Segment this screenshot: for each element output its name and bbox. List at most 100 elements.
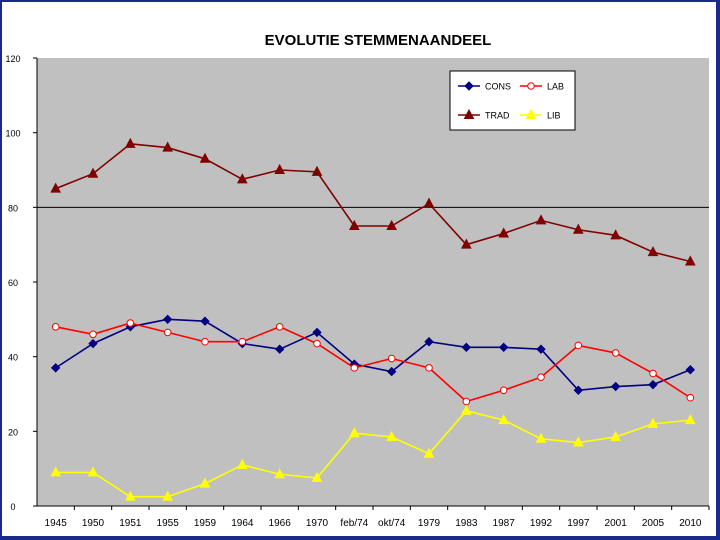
y-tick-label: 120 bbox=[5, 54, 20, 64]
data-point-cons bbox=[424, 337, 434, 347]
data-point-lib bbox=[237, 458, 248, 469]
y-tick-label: 40 bbox=[8, 353, 18, 363]
data-point-lab bbox=[313, 339, 321, 348]
data-point-trad bbox=[311, 165, 323, 176]
x-tick-label: 2010 bbox=[679, 518, 702, 529]
data-point-trad bbox=[685, 255, 696, 266]
data-point-lab bbox=[462, 397, 471, 406]
data-point-trad bbox=[610, 229, 621, 240]
data-point-trad bbox=[349, 219, 360, 230]
data-point-lab bbox=[238, 337, 247, 346]
data-point-lib bbox=[87, 466, 99, 477]
data-point-trad bbox=[423, 197, 435, 208]
y-tick-label: 100 bbox=[5, 129, 20, 139]
data-point-trad bbox=[125, 137, 136, 148]
y-tick-label: 60 bbox=[8, 278, 18, 288]
data-point-lab bbox=[537, 373, 545, 382]
y-axis: 0 20 40 60 80 100 120 bbox=[5, 54, 38, 512]
series-trad bbox=[50, 137, 696, 266]
data-point-cons bbox=[536, 344, 546, 354]
x-tick-label: 1951 bbox=[119, 518, 142, 529]
data-point-trad bbox=[162, 141, 173, 152]
data-point-lib bbox=[125, 490, 136, 501]
data-point-lab bbox=[350, 364, 359, 372]
data-point-lib bbox=[274, 468, 285, 479]
data-point-lib bbox=[685, 414, 696, 425]
x-axis: 1945 1950 1951 1955 1959 1964 1966 1970 feb/74 ok… bbox=[37, 505, 710, 529]
legend: CONS LAB TRAD LIB bbox=[449, 70, 576, 131]
series-line-trad bbox=[55, 143, 691, 263]
x-tick-label: 2005 bbox=[642, 518, 665, 529]
series-lib bbox=[50, 404, 696, 501]
data-point-lab bbox=[163, 328, 172, 337]
data-point-trad bbox=[274, 163, 285, 174]
data-point-cons bbox=[648, 379, 658, 390]
x-tick-label: 1997 bbox=[567, 518, 590, 529]
series-group bbox=[50, 137, 696, 501]
x-tick-label: 2001 bbox=[605, 518, 628, 529]
chart-title: EVOLUTIE STEMMENAANDEEL bbox=[265, 32, 492, 49]
legend-marker-trad bbox=[463, 108, 475, 119]
data-point-lab bbox=[89, 330, 97, 339]
data-point-cons bbox=[386, 366, 397, 377]
data-point-cons bbox=[461, 342, 472, 353]
data-point-cons bbox=[573, 385, 584, 395]
data-point-cons bbox=[685, 365, 696, 375]
x-tick-label: 1959 bbox=[194, 518, 217, 529]
x-tick-label: 1992 bbox=[530, 518, 553, 529]
data-point-lab bbox=[574, 341, 583, 350]
data-point-lib bbox=[498, 414, 509, 425]
data-point-lib bbox=[311, 471, 323, 482]
legend-label-trad: TRAD bbox=[485, 111, 510, 121]
data-point-lib bbox=[573, 436, 584, 447]
data-point-trad bbox=[573, 223, 584, 234]
series-line-lab bbox=[55, 322, 691, 403]
x-tick-label: 1945 bbox=[45, 518, 68, 529]
x-tick-label: 1987 bbox=[493, 518, 516, 529]
data-point-lab bbox=[51, 323, 60, 331]
series-cons bbox=[50, 314, 696, 395]
data-point-cons bbox=[610, 381, 621, 392]
data-point-lib bbox=[349, 427, 360, 438]
data-point-trad bbox=[535, 214, 547, 225]
x-tick-label: 1970 bbox=[306, 518, 329, 529]
data-point-trad bbox=[87, 167, 99, 178]
data-point-cons bbox=[312, 327, 322, 338]
legend-label-lab: LAB bbox=[547, 82, 564, 92]
data-point-lib bbox=[423, 447, 435, 458]
data-point-lab bbox=[425, 364, 433, 372]
series-line-cons bbox=[55, 318, 691, 392]
x-tick-label: 1964 bbox=[231, 518, 254, 529]
data-point-trad bbox=[50, 182, 61, 193]
x-tick-label: 1966 bbox=[269, 518, 292, 529]
data-point-trad bbox=[461, 238, 472, 249]
data-point-trad bbox=[199, 152, 211, 163]
plot-area bbox=[37, 58, 709, 506]
data-point-lib bbox=[162, 490, 173, 501]
series-lab bbox=[51, 319, 695, 406]
data-point-lab bbox=[126, 319, 135, 327]
data-point-cons bbox=[88, 338, 98, 349]
legend-marker-lab bbox=[527, 82, 535, 90]
x-tick-label: feb/74 bbox=[340, 518, 368, 529]
y-tick-label: 20 bbox=[8, 427, 18, 437]
data-point-lib bbox=[610, 430, 621, 441]
data-point-lib bbox=[535, 432, 547, 443]
data-point-lib bbox=[461, 404, 472, 415]
data-point-lab bbox=[649, 369, 657, 378]
data-point-lib bbox=[50, 466, 61, 477]
data-point-trad bbox=[647, 246, 659, 257]
data-point-cons bbox=[162, 314, 173, 325]
data-point-lab bbox=[499, 386, 508, 395]
data-point-lab bbox=[387, 354, 396, 363]
x-tick-label: 1950 bbox=[82, 518, 105, 529]
legend-marker-cons bbox=[464, 81, 474, 91]
data-point-lab bbox=[201, 337, 209, 346]
data-point-lab bbox=[611, 349, 620, 357]
data-point-lab bbox=[275, 323, 284, 331]
data-point-trad bbox=[498, 227, 509, 238]
data-point-trad bbox=[386, 219, 397, 230]
data-point-lib bbox=[386, 430, 397, 441]
x-tick-label: 1983 bbox=[455, 518, 478, 529]
